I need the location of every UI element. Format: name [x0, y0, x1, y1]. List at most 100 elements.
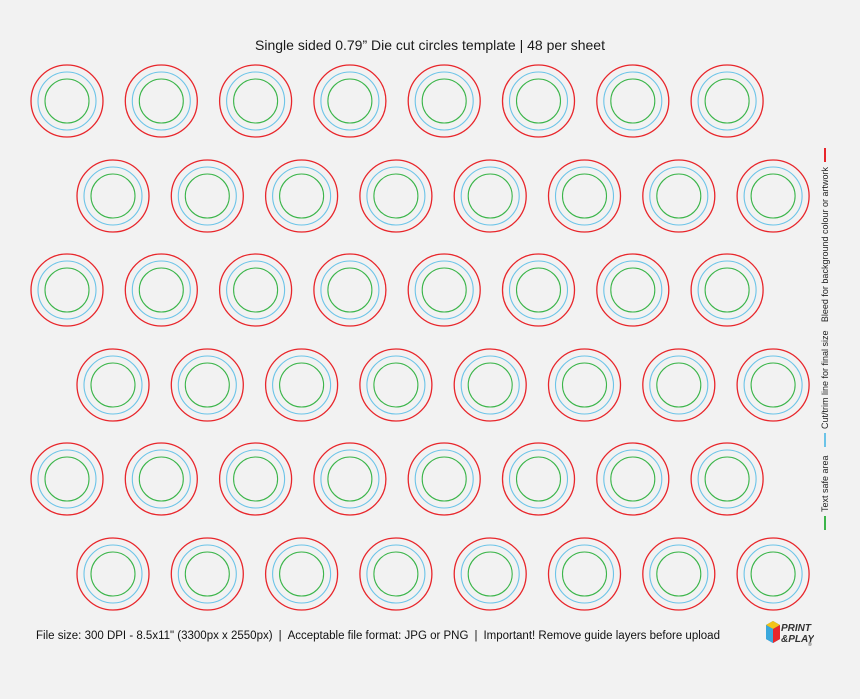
die-cut-circle — [218, 64, 293, 138]
die-cut-circle — [124, 442, 198, 516]
cut-ring — [414, 449, 474, 509]
bleed-ring — [596, 442, 670, 516]
bleed-ring — [170, 159, 244, 233]
safe-ring — [704, 456, 750, 502]
bleed-ring — [170, 537, 244, 611]
safe-ring — [704, 267, 750, 313]
die-cut-circle — [501, 442, 576, 516]
safe-ring — [421, 267, 467, 313]
die-cut-circle — [547, 537, 622, 611]
cut-ring — [131, 71, 191, 131]
bleed-ring — [547, 537, 622, 611]
safe-ring — [373, 362, 419, 408]
die-cut-circle — [30, 64, 104, 138]
safe-ring — [421, 456, 467, 502]
safe-ring — [656, 173, 702, 219]
bleed-ring — [501, 253, 576, 327]
safe-ring — [184, 551, 230, 597]
safe-ring — [279, 551, 325, 597]
footer-separator: | — [278, 630, 282, 642]
safe-ring — [138, 267, 184, 313]
bleed-ring — [76, 348, 150, 422]
cut-ring — [37, 71, 97, 131]
die-cut-circle — [313, 442, 387, 516]
safe-ring — [44, 78, 90, 124]
bleed-ring — [453, 348, 527, 422]
cut-ring — [37, 260, 97, 320]
bleed-ring — [124, 253, 198, 327]
important-text: Important! Remove guide layers before up… — [483, 630, 720, 642]
safe-ring — [279, 173, 325, 219]
bleed-ring — [264, 537, 339, 611]
cut-ring — [37, 449, 97, 509]
die-cut-circle — [690, 253, 764, 327]
bleed-ring — [359, 159, 433, 233]
bleed-ring — [359, 537, 433, 611]
die-cut-circle — [642, 537, 716, 611]
cut-ring — [272, 544, 332, 604]
die-cut-circle — [690, 442, 764, 516]
safe-ring — [184, 173, 230, 219]
cut-ring — [366, 355, 426, 415]
die-cut-circle — [501, 64, 576, 138]
bleed-ring — [642, 537, 716, 611]
footer-info: File size: 300 DPI - 8.5x11" (3300px x 2… — [36, 630, 720, 642]
cut-ring — [414, 260, 474, 320]
die-cut-circle — [218, 253, 293, 327]
cut-swatch — [824, 433, 826, 448]
cut-ring — [272, 166, 332, 226]
safe-ring — [90, 551, 136, 597]
bleed-ring — [642, 159, 716, 233]
cut-ring — [226, 71, 286, 131]
cut-ring — [83, 355, 143, 415]
die-cut-circle — [264, 537, 339, 611]
print-and-play-logo: PRINT &PLAY ® — [764, 617, 814, 649]
safe-ring — [184, 362, 230, 408]
safe-ring — [233, 456, 279, 502]
safe-swatch — [824, 516, 826, 530]
bleed-ring — [30, 442, 104, 516]
bleed-ring — [501, 442, 576, 516]
die-cut-circle — [736, 159, 810, 233]
die-cut-circle — [124, 253, 198, 327]
cut-ring — [649, 544, 709, 604]
cut-ring — [131, 449, 191, 509]
safe-ring — [656, 551, 702, 597]
safe-ring — [467, 551, 513, 597]
die-cut-circle — [736, 348, 810, 422]
legend-item-safe: Text safe area — [820, 455, 830, 530]
cut-ring — [554, 544, 615, 604]
bleed-ring — [547, 159, 622, 233]
bleed-ring — [690, 442, 764, 516]
die-cut-circle — [596, 253, 670, 327]
safe-ring — [373, 551, 419, 597]
die-cut-circle — [453, 348, 527, 422]
safe-ring — [327, 456, 373, 502]
safe-ring — [233, 78, 279, 124]
cut-ring — [649, 166, 709, 226]
cut-ring — [83, 544, 143, 604]
logo-registered-mark: ® — [808, 641, 812, 648]
die-cut-circle — [501, 253, 576, 327]
die-cut-circle — [170, 348, 244, 422]
cut-ring — [177, 166, 237, 226]
safe-ring — [138, 456, 184, 502]
bleed-ring — [547, 348, 622, 422]
bleed-ring — [501, 64, 576, 138]
safe-ring — [44, 267, 90, 313]
die-cut-circle — [359, 159, 433, 233]
safe-ring — [44, 456, 90, 502]
cut-ring — [414, 71, 474, 131]
die-cut-circle — [407, 442, 481, 516]
bleed-ring — [30, 64, 104, 138]
safe-ring — [327, 267, 373, 313]
safe-ring — [561, 551, 608, 597]
bleed-ring — [407, 442, 481, 516]
safe-ring — [656, 362, 702, 408]
cut-ring — [177, 544, 237, 604]
die-cut-circle — [359, 537, 433, 611]
safe-ring — [515, 78, 562, 124]
safe-ring — [750, 173, 796, 219]
safe-ring — [373, 173, 419, 219]
